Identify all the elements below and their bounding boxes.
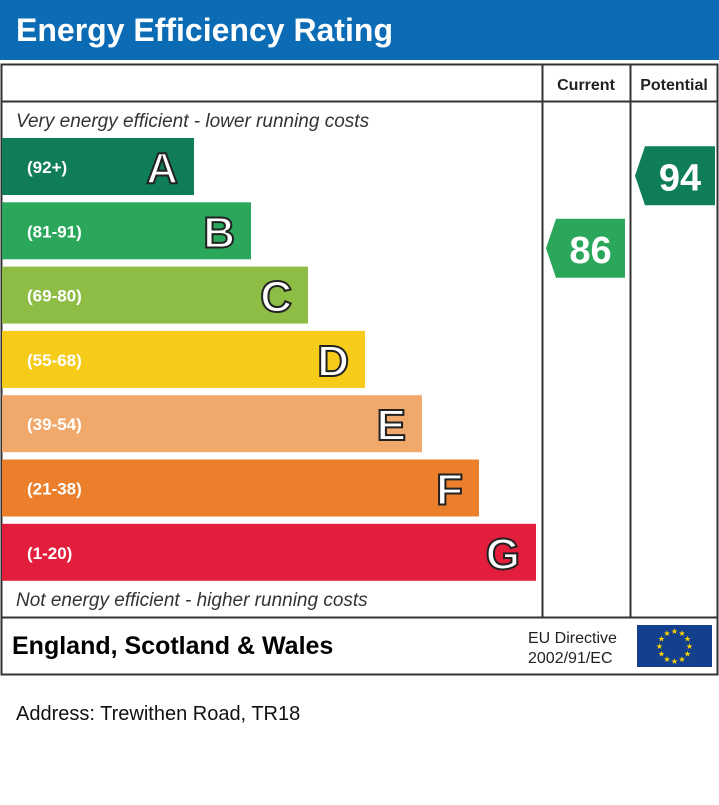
flag-star: ★ [658,635,665,644]
band-C: (69-80) C [2,266,308,324]
band-range: (21-38) [27,480,82,499]
flag-star: ★ [671,657,678,666]
potential-value: 94 [659,157,701,199]
epc-chart: Current Potential Very energy efficient … [0,63,719,676]
band-range: (92+) [27,158,67,177]
band-letter: D [317,337,349,386]
band-range: (55-68) [27,351,82,370]
directive-line1: EU Directive [528,630,617,647]
current-value: 86 [569,230,611,272]
band-letter: B [203,208,235,257]
band-range: (39-54) [27,415,82,434]
flag-star: ★ [663,655,670,664]
chart-title: Energy Efficiency Rating [16,12,393,48]
band-range: (69-80) [27,287,82,306]
flag-star: ★ [678,629,685,638]
flag-star: ★ [671,627,678,636]
potential-rating-marker: 94 [635,146,715,206]
band-A: (92+) A [2,138,194,195]
band-bar [2,459,479,517]
flag-star: ★ [678,655,685,664]
flag-star: ★ [663,629,670,638]
flag-star: ★ [658,650,665,659]
band-letter: A [146,144,178,193]
band-G: (1-20) G [2,523,536,581]
band-bar [2,395,422,453]
band-D: (55-68) D [2,330,365,388]
band-bar [2,330,365,388]
potential-arrow [635,146,715,206]
band-letter: G [486,530,520,579]
flag-star: ★ [684,650,691,659]
band-E: (39-54) E [2,395,422,453]
top-note: Very energy efficient - lower running co… [16,111,370,132]
band-bar [2,266,308,324]
flag-star: ★ [656,642,663,651]
chart-frame [0,63,719,676]
band-bar [2,202,251,260]
band-letter: E [377,401,406,450]
title-bar: Energy Efficiency Rating [0,0,719,60]
current-rating-marker: 86 [546,218,625,278]
band-letter: C [260,273,292,322]
column-header-current: Current [557,77,615,94]
band-F: (21-38) F [2,459,479,517]
current-arrow [546,218,625,278]
flag-background [637,625,712,667]
band-letter: F [436,466,463,515]
flag-star: ★ [684,635,691,644]
bottom-note: Not energy efficient - higher running co… [16,590,368,611]
column-header-potential: Potential [640,77,708,94]
band-range: (1-20) [27,544,72,563]
band-bar [2,523,536,581]
eu-flag-icon: ★ ★★★★★★★★★★★ [637,625,712,667]
band-range: (81-91) [27,222,82,241]
band-bar [2,138,194,195]
directive-line2: 2002/91/EC [528,650,613,667]
footer-region: England, Scotland & Wales [12,632,333,660]
flag-star: ★ [686,642,693,651]
address: Address: Trewithen Road, TR18 [16,703,301,725]
band-B: (81-91) B [2,202,251,260]
